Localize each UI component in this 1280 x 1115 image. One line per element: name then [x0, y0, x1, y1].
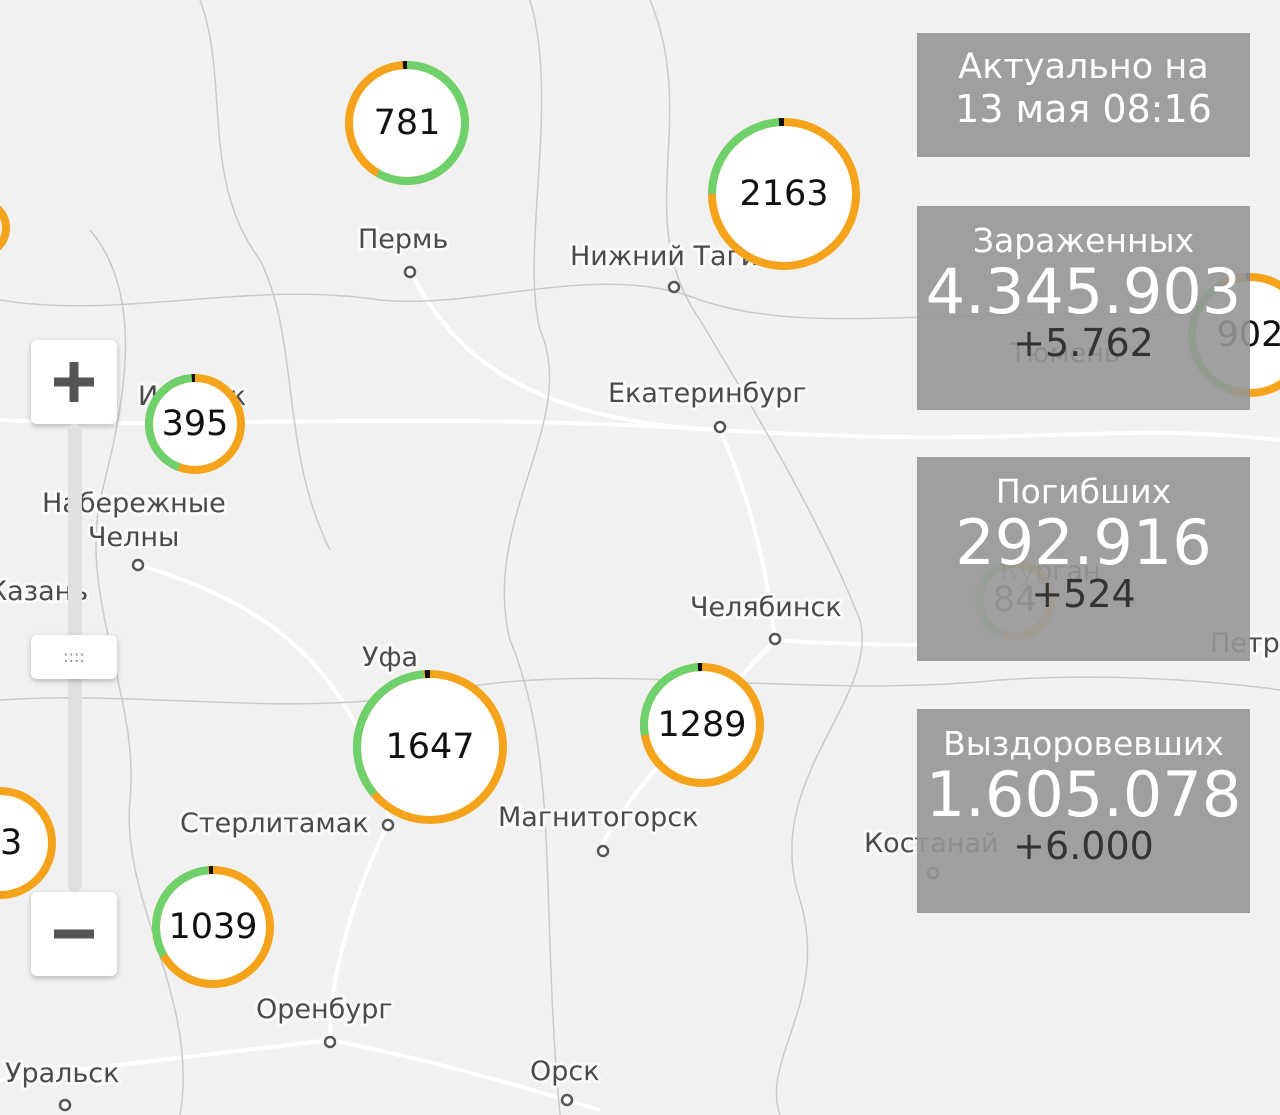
cluster-count: 395 — [162, 404, 229, 444]
panel-value: 4.345.903 — [925, 254, 1242, 328]
cluster-green-arc — [145, 374, 196, 471]
cluster-green-arc — [376, 61, 469, 185]
cluster-green-arc — [708, 118, 785, 195]
cluster-green-arc — [152, 866, 209, 958]
panel-value: 292.916 — [955, 505, 1212, 579]
panel-title: Актуально на — [958, 47, 1209, 87]
stat-panel: Погибших 292.916 +524 — [917, 457, 1250, 661]
city-label: Магнитогорск — [498, 802, 698, 833]
cluster[interactable]: 2163 — [708, 118, 860, 270]
cluster-count: 2163 — [739, 174, 828, 214]
cluster-count: 1289 — [657, 705, 746, 745]
cluster-count: 781 — [374, 103, 441, 143]
zoom-in-button[interactable] — [31, 340, 117, 424]
zoom-handle[interactable]: :::: — [31, 635, 117, 679]
city-label: Уфа — [362, 642, 418, 673]
city-dot — [381, 818, 395, 832]
panel-value: 13 мая 08:16 — [955, 86, 1212, 131]
panel-title: Зараженных — [972, 221, 1195, 260]
city-dot — [596, 844, 610, 858]
cluster-green-arc — [353, 670, 425, 797]
cluster[interactable]: 781 — [345, 61, 469, 185]
city-dot — [768, 632, 782, 646]
cluster[interactable]: 395 — [145, 374, 245, 474]
cluster-count: 1039 — [168, 907, 257, 947]
city-label: Орск — [530, 1056, 600, 1087]
stat-panel: Зараженных 4.345.903 +5.762 — [917, 206, 1250, 410]
cluster[interactable]: 1289 — [640, 663, 764, 787]
city-label: Челны — [88, 522, 179, 553]
city-label: Стерлитамак — [180, 808, 369, 839]
panel-delta: +6.000 — [1013, 823, 1154, 868]
city-dot — [58, 1098, 72, 1112]
city-label: Пермь — [358, 224, 448, 255]
city-label: Челябинск — [690, 592, 842, 623]
zoom-out-button[interactable] — [31, 892, 117, 976]
cluster[interactable]: 1647 — [353, 670, 507, 824]
city-label: Уральск — [5, 1058, 119, 1089]
cluster[interactable]: 83 — [0, 787, 56, 899]
panel-delta: +524 — [1031, 571, 1136, 616]
stat-panel: Выздоровевших 1.605.078 +6.000 — [917, 709, 1250, 913]
city-dot — [713, 420, 727, 434]
city-label: Екатеринбург — [608, 378, 807, 409]
panel-title: Выздоровевших — [943, 724, 1224, 763]
cluster-ring — [0, 205, 10, 251]
cluster-green-arc — [640, 663, 703, 736]
plus-icon — [54, 362, 94, 402]
city-dot — [131, 558, 145, 572]
cluster[interactable]: 1039 — [152, 866, 274, 988]
panel-value: 1.605.078 — [925, 757, 1242, 831]
cluster-count: 1647 — [385, 727, 474, 767]
cluster-bg — [0, 787, 56, 899]
panel-title: Погибших — [995, 472, 1172, 511]
city-label: Нижний Тагил — [570, 241, 776, 272]
minus-icon — [54, 929, 94, 939]
cluster-count: 83 — [0, 823, 22, 863]
city-label: Оренбург — [256, 994, 393, 1025]
city-dot — [560, 1093, 574, 1107]
city-dot — [323, 1035, 337, 1049]
updated-panel: Актуально на 13 мая 08:16 — [917, 33, 1250, 157]
panel-delta: +5.762 — [1013, 320, 1154, 365]
city-dot — [667, 280, 681, 294]
city-dot — [403, 265, 417, 279]
